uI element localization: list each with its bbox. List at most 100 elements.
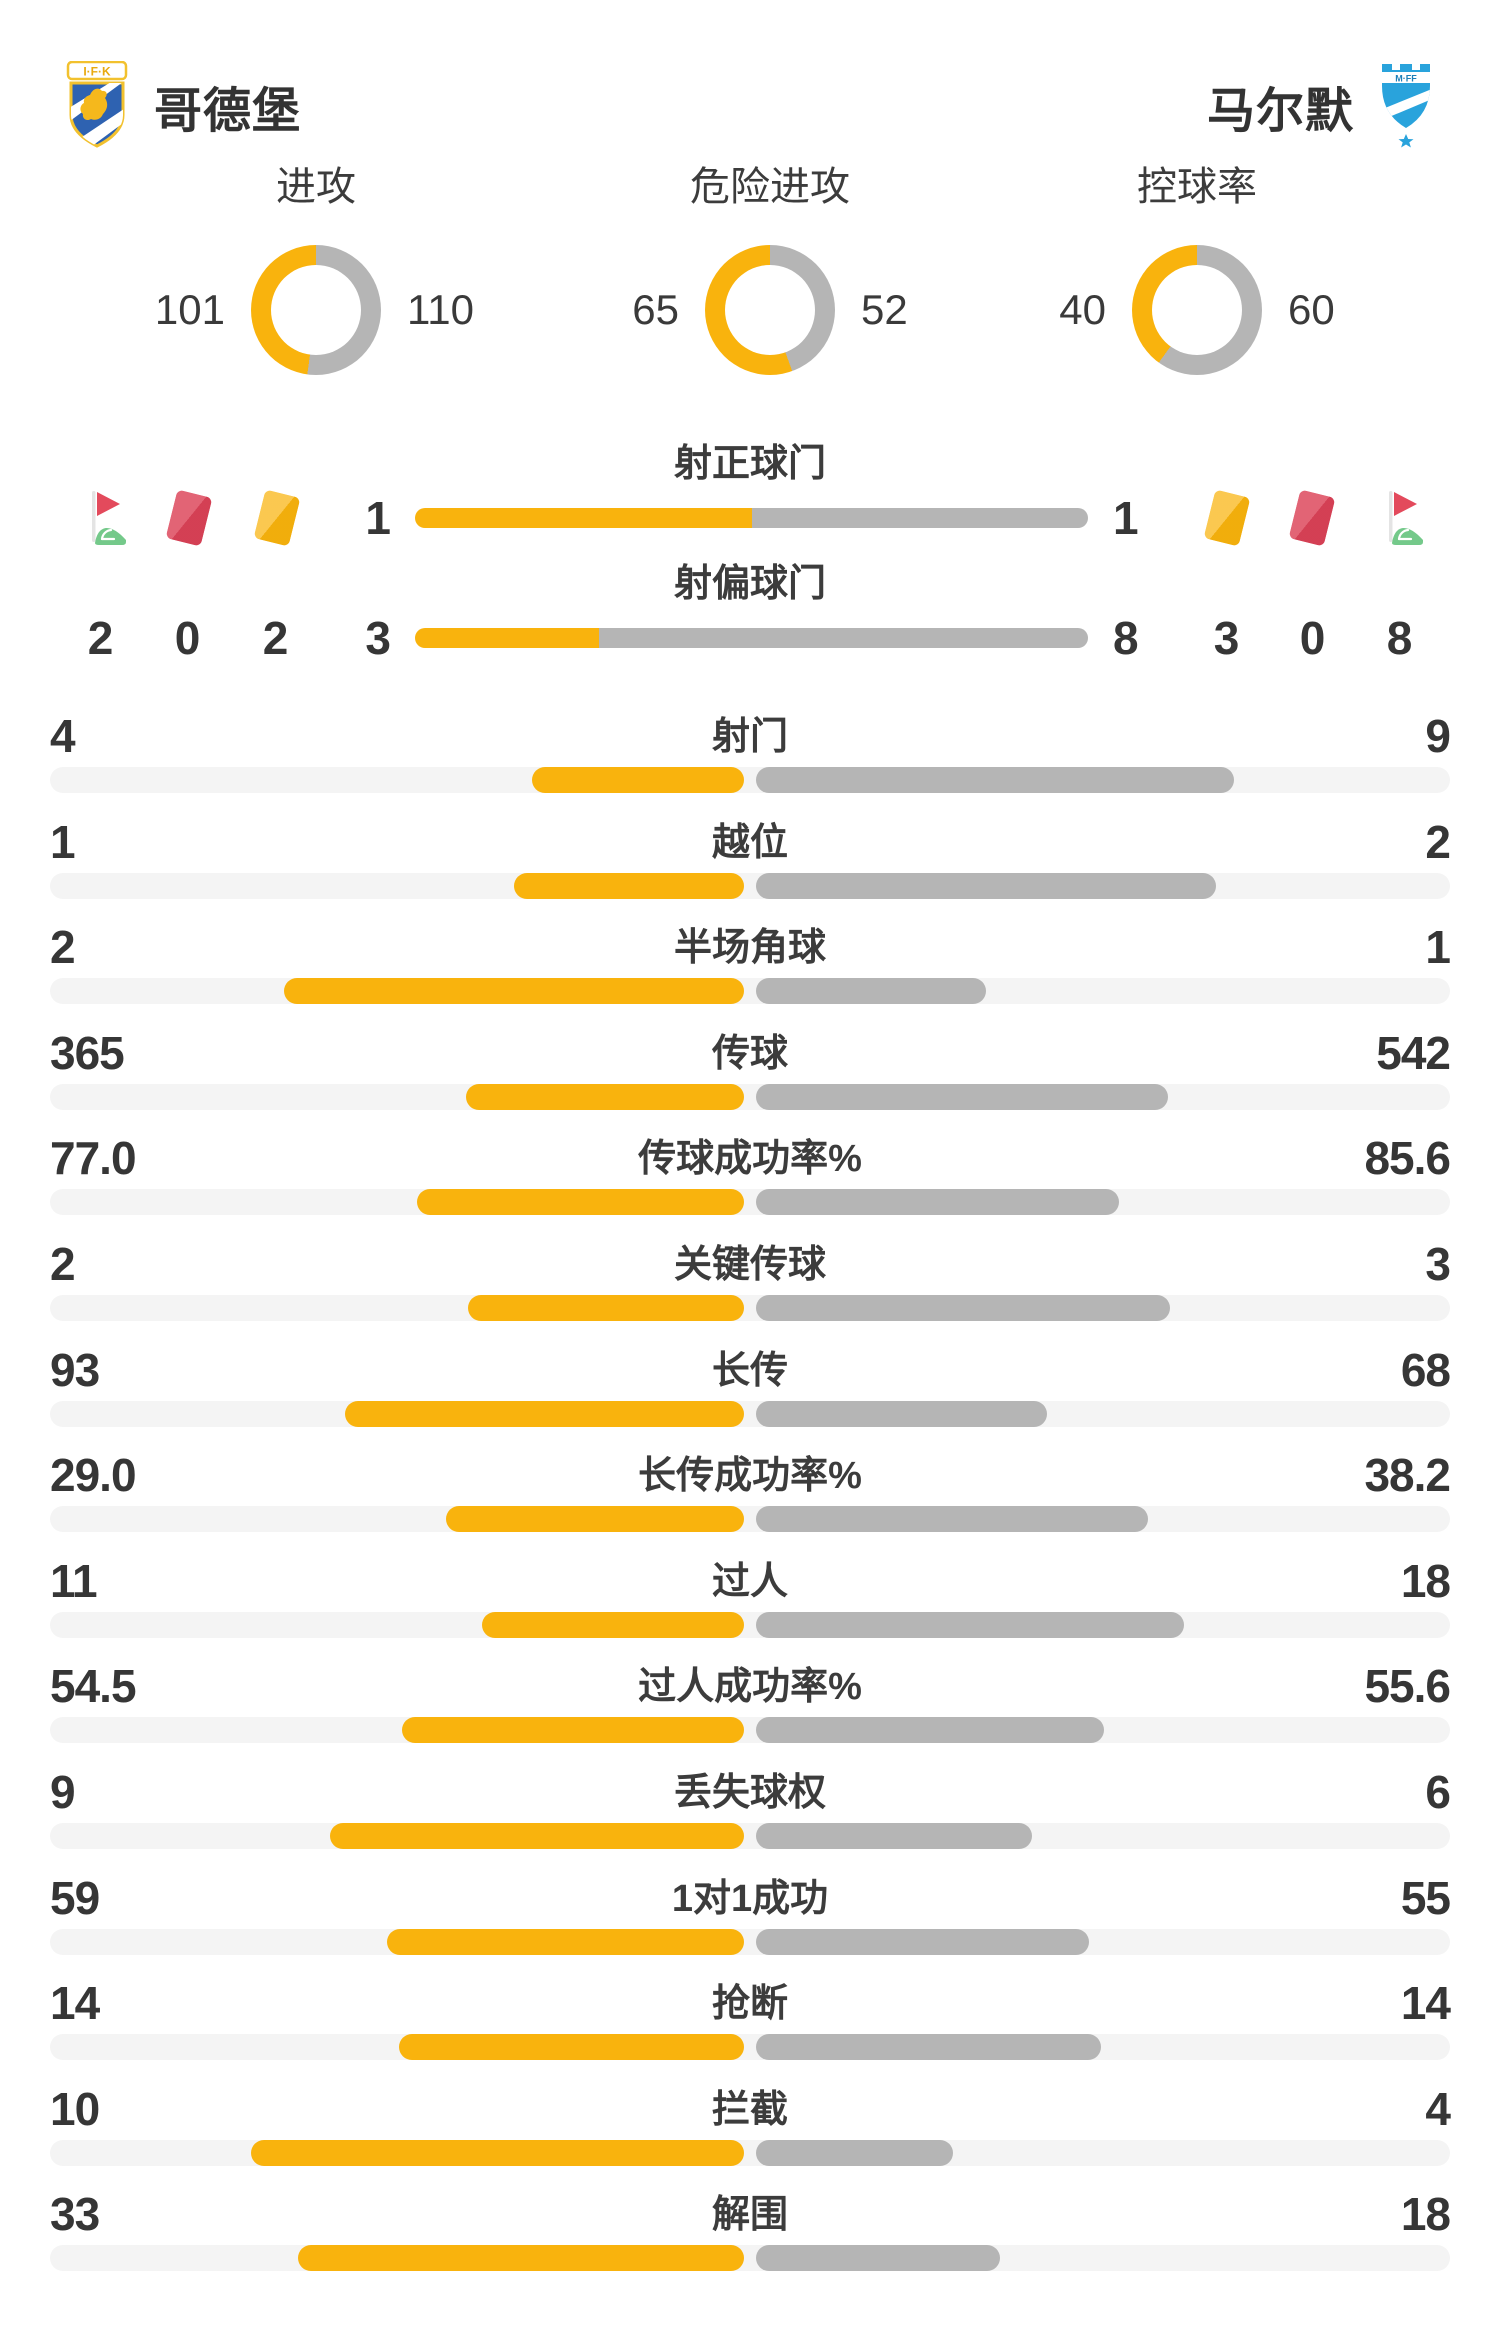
shots-on-target-title: 射正球门 bbox=[673, 443, 826, 485]
home-stat-bar bbox=[466, 1083, 744, 1110]
home-stat-value: 9 bbox=[50, 1765, 76, 1818]
home-stat-bar bbox=[399, 2034, 744, 2061]
home-stat-value: 77.0 bbox=[50, 1132, 137, 1185]
home-stat-value: 4 bbox=[50, 710, 76, 762]
home-stat-bar bbox=[330, 1822, 744, 1849]
stat-label: 过人成功率% bbox=[638, 1666, 862, 1709]
stat-row: 2 关键传球 3 bbox=[0, 1218, 1500, 1324]
shots-off-target-title: 射偏球门 bbox=[673, 563, 826, 605]
home-yellow-cards-count: 2 bbox=[262, 612, 289, 664]
stat-bar-track bbox=[50, 872, 1450, 899]
stat-row: 33 解围 18 bbox=[0, 2168, 1500, 2274]
away-bar-segment bbox=[598, 628, 1088, 648]
away-team-name: 马尔默 bbox=[1206, 85, 1354, 138]
stat-row: 2 半场角球 1 bbox=[0, 901, 1500, 1007]
donut-group-dangerous-attacks: 危险进攻 65 52 bbox=[587, 163, 953, 375]
stat-label: 解围 bbox=[711, 2194, 788, 2237]
donut-group-attacks: 进攻 101 110 bbox=[133, 163, 499, 375]
home-stat-value: 11 bbox=[50, 1554, 98, 1607]
donut-title: 控球率 bbox=[1137, 165, 1257, 209]
stat-label: 半场角球 bbox=[673, 927, 826, 970]
away-team-header: 马尔默 M·FF bbox=[1207, 58, 1434, 154]
home-stat-value: 365 bbox=[50, 1026, 125, 1079]
home-corners-count: 2 bbox=[87, 612, 114, 664]
stat-label: 抢断 bbox=[711, 1983, 788, 2026]
stat-row: 1 越位 2 bbox=[0, 796, 1500, 902]
stat-label: 长传 bbox=[711, 1349, 788, 1392]
home-bar-segment bbox=[415, 628, 599, 648]
stat-row: 54.5 过人成功率% 55.6 bbox=[0, 1640, 1500, 1746]
stat-row: 77.0 传球成功率% 85.6 bbox=[0, 1112, 1500, 1218]
away-stat-value: 542 bbox=[1376, 1026, 1451, 1079]
dangerous-attacks-donut-chart bbox=[705, 245, 835, 375]
stat-row: 29.0 长传成功率% 38.2 bbox=[0, 1429, 1500, 1535]
stat-row: 93 长传 68 bbox=[0, 1324, 1500, 1430]
stat-label: 传球 bbox=[711, 1032, 788, 1075]
away-stat-value: 55 bbox=[1400, 1871, 1451, 1924]
stat-label: 长传成功率% bbox=[638, 1455, 862, 1498]
stat-bar-track bbox=[50, 2034, 1450, 2061]
home-stat-bar bbox=[251, 2139, 744, 2166]
home-stat-value: 93 bbox=[50, 1343, 100, 1396]
home-stat-value: 14 bbox=[50, 1977, 100, 2030]
stat-label: 越位 bbox=[711, 821, 788, 864]
stat-row: 10 拦截 4 bbox=[0, 2063, 1500, 2169]
malmo-ff-crest-icon: M·FF bbox=[1382, 64, 1430, 148]
stat-bar-track bbox=[50, 1083, 1450, 1110]
away-stat-bar bbox=[756, 978, 986, 1005]
home-stat-value: 2 bbox=[50, 1237, 76, 1290]
stat-bar-track bbox=[50, 1928, 1450, 1955]
away-stat-bar bbox=[756, 1611, 1185, 1638]
donut-home-value: 40 bbox=[1059, 286, 1106, 333]
stat-row: 59 1对1成功 55 bbox=[0, 1852, 1500, 1958]
away-red-cards-count: 0 bbox=[1299, 612, 1326, 664]
away-stat-value: 14 bbox=[1400, 1977, 1451, 2030]
away-yellow-cards-count: 3 bbox=[1213, 612, 1240, 664]
away-corners-count: 8 bbox=[1386, 612, 1413, 664]
home-stat-bar bbox=[468, 1294, 744, 1321]
stat-label: 传球成功率% bbox=[638, 1138, 862, 1181]
home-stat-value: 1 bbox=[50, 815, 76, 868]
away-stat-value: 9 bbox=[1425, 710, 1451, 762]
shots-on-target-home-value: 1 bbox=[365, 492, 391, 544]
away-stat-bar bbox=[756, 1294, 1170, 1321]
stat-row: 365 传球 542 bbox=[0, 1007, 1500, 1113]
svg-text:I·F·K: I·F·K bbox=[83, 65, 111, 79]
shots-off-target-home-value: 3 bbox=[365, 612, 391, 664]
stat-bar-track bbox=[50, 767, 1450, 793]
ifk-goteborg-crest-icon: I·F·K bbox=[66, 61, 128, 148]
donut-group-possession: 控球率 40 60 bbox=[1014, 163, 1380, 375]
away-stat-bar bbox=[756, 2139, 954, 2166]
stat-bar-track bbox=[50, 1189, 1450, 1216]
home-stat-bar bbox=[284, 978, 744, 1005]
stats-list: 4 射门 9 1 越位 2 2 半场角球 1 365 传球 542 bbox=[0, 690, 1500, 2274]
stat-row: 14 抢断 14 bbox=[0, 1957, 1500, 2063]
home-stat-bar bbox=[345, 1400, 744, 1427]
stat-bar-track bbox=[50, 1611, 1450, 1638]
home-team-header: I·F·K 哥德堡 bbox=[64, 58, 301, 154]
away-stat-bar bbox=[756, 1928, 1089, 1955]
stat-bar-track bbox=[50, 1400, 1450, 1427]
red-card-icon bbox=[1288, 489, 1336, 547]
away-stat-value: 18 bbox=[1400, 1554, 1451, 1607]
home-stat-bar bbox=[417, 1189, 744, 1216]
shots-off-target-away-value: 8 bbox=[1113, 612, 1139, 664]
corner-flag-icon bbox=[73, 489, 127, 552]
attacks-donut-chart bbox=[251, 245, 381, 375]
away-stat-value: 85.6 bbox=[1364, 1132, 1451, 1185]
red-card-icon bbox=[165, 489, 213, 547]
stat-label: 过人 bbox=[711, 1560, 788, 1603]
away-stat-bar bbox=[756, 1506, 1149, 1533]
stat-label: 拦截 bbox=[711, 2088, 788, 2131]
away-stat-value: 3 bbox=[1425, 1237, 1451, 1290]
stat-bar-track bbox=[50, 978, 1450, 1005]
home-stat-value: 2 bbox=[50, 921, 76, 974]
home-stat-bar bbox=[297, 2245, 744, 2272]
stat-bar-track bbox=[50, 1717, 1450, 1744]
stat-bar-track bbox=[50, 1294, 1450, 1321]
home-stat-bar bbox=[531, 767, 744, 793]
away-stat-value: 18 bbox=[1400, 2188, 1451, 2241]
away-bar-segment bbox=[751, 508, 1088, 528]
stat-row: 11 过人 18 bbox=[0, 1535, 1500, 1641]
